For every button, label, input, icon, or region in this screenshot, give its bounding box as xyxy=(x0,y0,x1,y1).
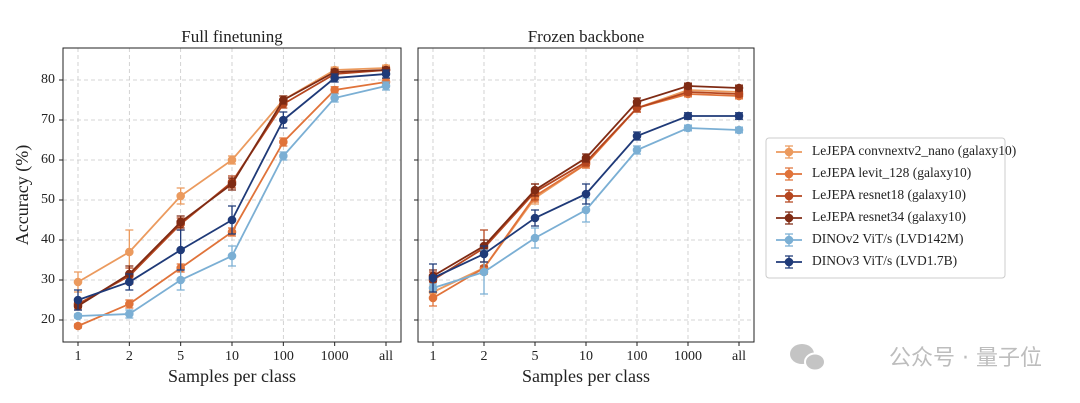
marker xyxy=(530,233,540,243)
legend-marker xyxy=(784,235,794,245)
marker xyxy=(734,83,744,93)
marker xyxy=(73,311,83,321)
series xyxy=(73,69,391,311)
marker xyxy=(683,87,693,97)
y-tick-label: 80 xyxy=(41,72,55,87)
x-tick-label: 5 xyxy=(177,349,184,364)
marker xyxy=(581,189,591,199)
x-tick-label: all xyxy=(732,349,746,364)
marker xyxy=(73,277,83,287)
marker xyxy=(279,115,288,125)
marker xyxy=(428,293,438,303)
legend-marker xyxy=(784,213,794,223)
x-tick-label: 100 xyxy=(273,349,294,364)
series xyxy=(428,123,744,295)
legend-marker xyxy=(784,257,794,267)
watermark-icon xyxy=(790,344,826,372)
marker xyxy=(530,213,540,223)
y-tick-label: 70 xyxy=(41,112,55,127)
chart-title: Frozen backbone xyxy=(528,27,645,46)
x-tick-label: 100 xyxy=(627,349,648,364)
legend-marker xyxy=(784,147,794,157)
legend-label: DINOv3 ViT/s (LVD1.7B) xyxy=(812,253,957,268)
chart-title: Full finetuning xyxy=(181,27,283,46)
marker xyxy=(176,191,185,201)
y-tick-label: 60 xyxy=(41,152,55,167)
marker xyxy=(279,137,288,147)
plot-frame xyxy=(417,47,755,343)
marker xyxy=(125,247,134,257)
y-tick-label: 20 xyxy=(41,312,55,327)
marker xyxy=(176,245,185,255)
marker xyxy=(125,309,134,319)
marker xyxy=(479,249,489,259)
marker xyxy=(734,89,744,99)
marker xyxy=(581,153,591,163)
marker xyxy=(683,111,693,121)
marker xyxy=(279,151,288,161)
x-tick-label: 1000 xyxy=(674,349,702,364)
marker xyxy=(73,321,83,331)
x-tick-label: 5 xyxy=(532,349,539,364)
legend-label: LeJEPA levit_128 (galaxy10) xyxy=(812,165,971,180)
marker xyxy=(330,85,339,95)
x-tick-label: 1 xyxy=(75,349,82,364)
x-tick-label: 10 xyxy=(579,349,593,364)
watermark: 公众号 · 量子位 xyxy=(889,346,1042,371)
y-tick-label: 40 xyxy=(41,232,55,247)
marker xyxy=(381,81,391,91)
plot-frame xyxy=(62,47,402,343)
legend-label: LeJEPA resnet18 (galaxy10) xyxy=(812,187,966,202)
marker xyxy=(125,277,134,287)
x-tick-label: 1 xyxy=(430,349,437,364)
legend-box xyxy=(765,137,1006,279)
marker xyxy=(632,131,642,141)
marker xyxy=(227,251,237,261)
marker xyxy=(227,155,237,165)
legend-marker xyxy=(784,169,794,179)
marker xyxy=(227,215,237,225)
x-axis-label: Samples per class xyxy=(168,366,296,386)
marker xyxy=(428,273,438,283)
marker xyxy=(581,205,591,215)
marker xyxy=(73,295,83,305)
y-tick-label: 50 xyxy=(41,192,55,207)
x-tick-label: 2 xyxy=(481,349,488,364)
legend-label: DINOv2 ViT/s (LVD142M) xyxy=(812,231,963,246)
series xyxy=(73,81,391,321)
marker xyxy=(683,81,693,91)
marker xyxy=(330,73,339,83)
y-tick-label: 30 xyxy=(41,272,55,287)
x-tick-label: 2 xyxy=(126,349,133,364)
marker xyxy=(279,95,288,105)
y-axis-label: Accuracy (%) xyxy=(12,145,33,245)
marker xyxy=(125,299,134,309)
x-tick-label: 10 xyxy=(225,349,239,364)
marker xyxy=(683,123,693,133)
marker xyxy=(176,275,185,285)
x-tick-label: all xyxy=(379,349,393,364)
marker xyxy=(734,111,744,121)
marker xyxy=(381,69,391,79)
x-tick-label: 1000 xyxy=(321,349,349,364)
marker xyxy=(734,125,744,135)
marker xyxy=(227,179,237,189)
legend-label: LeJEPA convnextv2_nano (galaxy10) xyxy=(812,143,1016,158)
legend-label: LeJEPA resnet34 (galaxy10) xyxy=(812,209,966,224)
marker xyxy=(176,217,185,227)
x-axis-label: Samples per class xyxy=(522,366,650,386)
marker xyxy=(330,93,339,103)
legend-marker xyxy=(784,191,794,201)
marker xyxy=(479,267,489,277)
marker xyxy=(632,145,642,155)
series xyxy=(428,111,744,293)
marker xyxy=(632,97,642,107)
marker xyxy=(530,185,540,195)
